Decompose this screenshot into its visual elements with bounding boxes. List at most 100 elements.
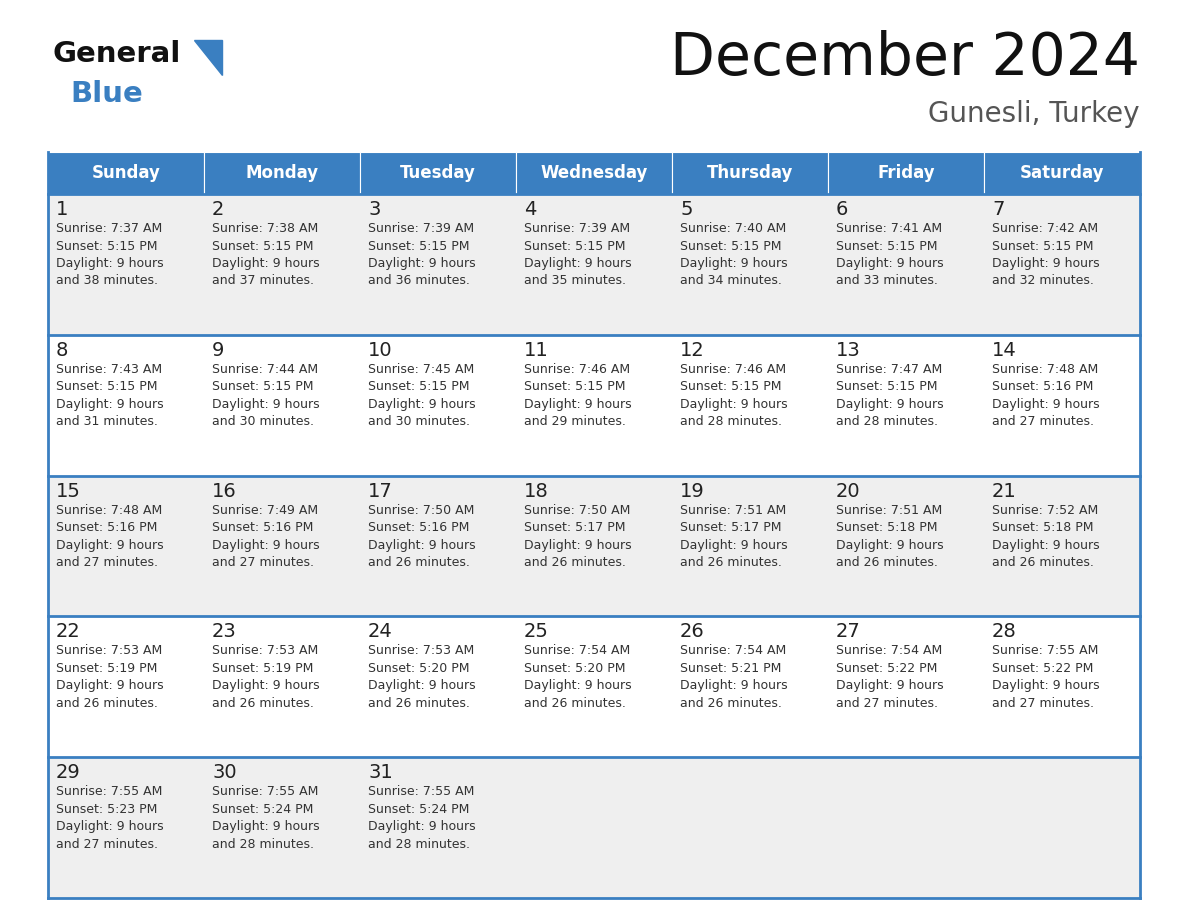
Bar — [984, 757, 1140, 898]
Bar — [984, 335, 1140, 476]
Text: Sunset: 5:15 PM: Sunset: 5:15 PM — [524, 240, 626, 252]
Bar — [672, 152, 828, 194]
Bar — [672, 194, 828, 335]
Text: Daylight: 9 hours: Daylight: 9 hours — [680, 397, 788, 410]
Text: 12: 12 — [680, 341, 704, 360]
Text: Thursday: Thursday — [707, 164, 794, 182]
Text: 9: 9 — [211, 341, 225, 360]
Bar — [828, 757, 984, 898]
Text: Sunrise: 7:44 AM: Sunrise: 7:44 AM — [211, 363, 318, 375]
Text: and 26 minutes.: and 26 minutes. — [211, 697, 314, 710]
Bar — [672, 335, 828, 476]
Text: Friday: Friday — [877, 164, 935, 182]
Text: 15: 15 — [56, 482, 81, 500]
Text: 14: 14 — [992, 341, 1017, 360]
Text: and 28 minutes.: and 28 minutes. — [836, 415, 939, 429]
Text: Sunset: 5:16 PM: Sunset: 5:16 PM — [992, 380, 1093, 393]
Text: 20: 20 — [836, 482, 860, 500]
Text: and 26 minutes.: and 26 minutes. — [368, 556, 470, 569]
Text: Sunrise: 7:52 AM: Sunrise: 7:52 AM — [992, 504, 1098, 517]
Text: and 28 minutes.: and 28 minutes. — [211, 838, 314, 851]
Text: and 26 minutes.: and 26 minutes. — [680, 556, 782, 569]
Text: Daylight: 9 hours: Daylight: 9 hours — [368, 679, 475, 692]
Text: 18: 18 — [524, 482, 549, 500]
Text: Sunrise: 7:51 AM: Sunrise: 7:51 AM — [680, 504, 786, 517]
Bar — [360, 152, 516, 194]
Text: Sunset: 5:15 PM: Sunset: 5:15 PM — [680, 240, 782, 252]
Bar — [828, 476, 984, 616]
Text: Sunset: 5:18 PM: Sunset: 5:18 PM — [992, 521, 1093, 534]
Bar — [360, 616, 516, 757]
Text: 19: 19 — [680, 482, 704, 500]
Text: Sunrise: 7:53 AM: Sunrise: 7:53 AM — [56, 644, 163, 657]
Text: and 31 minutes.: and 31 minutes. — [56, 415, 158, 429]
Text: and 27 minutes.: and 27 minutes. — [992, 415, 1094, 429]
Text: Sunset: 5:15 PM: Sunset: 5:15 PM — [211, 380, 314, 393]
Text: Sunset: 5:15 PM: Sunset: 5:15 PM — [992, 240, 1093, 252]
Bar — [828, 152, 984, 194]
Text: Sunrise: 7:48 AM: Sunrise: 7:48 AM — [992, 363, 1098, 375]
Bar — [48, 757, 204, 898]
Text: Sunrise: 7:55 AM: Sunrise: 7:55 AM — [368, 785, 474, 798]
Bar — [360, 335, 516, 476]
Text: Sunset: 5:22 PM: Sunset: 5:22 PM — [992, 662, 1093, 675]
Text: 23: 23 — [211, 622, 236, 642]
Text: Daylight: 9 hours: Daylight: 9 hours — [368, 257, 475, 270]
Bar — [48, 616, 204, 757]
Polygon shape — [194, 40, 222, 75]
Text: and 30 minutes.: and 30 minutes. — [368, 415, 470, 429]
Bar — [672, 757, 828, 898]
Text: Sunrise: 7:46 AM: Sunrise: 7:46 AM — [524, 363, 630, 375]
Text: Sunset: 5:15 PM: Sunset: 5:15 PM — [836, 380, 937, 393]
Text: Daylight: 9 hours: Daylight: 9 hours — [211, 539, 320, 552]
Text: Sunset: 5:19 PM: Sunset: 5:19 PM — [56, 662, 157, 675]
Text: Daylight: 9 hours: Daylight: 9 hours — [211, 257, 320, 270]
Text: Sunset: 5:15 PM: Sunset: 5:15 PM — [56, 240, 158, 252]
Text: 1: 1 — [56, 200, 69, 219]
Text: Sunset: 5:16 PM: Sunset: 5:16 PM — [211, 521, 314, 534]
Text: 31: 31 — [368, 763, 393, 782]
Text: Sunrise: 7:55 AM: Sunrise: 7:55 AM — [56, 785, 163, 798]
Text: Blue: Blue — [70, 80, 143, 108]
Bar — [672, 476, 828, 616]
Text: 30: 30 — [211, 763, 236, 782]
Text: Daylight: 9 hours: Daylight: 9 hours — [992, 539, 1100, 552]
Text: Sunrise: 7:53 AM: Sunrise: 7:53 AM — [368, 644, 474, 657]
Text: Daylight: 9 hours: Daylight: 9 hours — [524, 257, 632, 270]
Text: Sunset: 5:20 PM: Sunset: 5:20 PM — [524, 662, 626, 675]
Text: and 26 minutes.: and 26 minutes. — [680, 697, 782, 710]
Text: and 34 minutes.: and 34 minutes. — [680, 274, 782, 287]
Text: and 27 minutes.: and 27 minutes. — [211, 556, 314, 569]
Bar — [360, 757, 516, 898]
Text: 27: 27 — [836, 622, 861, 642]
Text: Daylight: 9 hours: Daylight: 9 hours — [56, 820, 164, 834]
Text: Sunset: 5:15 PM: Sunset: 5:15 PM — [524, 380, 626, 393]
Text: Saturday: Saturday — [1019, 164, 1105, 182]
Bar — [984, 616, 1140, 757]
Text: Sunrise: 7:50 AM: Sunrise: 7:50 AM — [368, 504, 474, 517]
Text: Sunrise: 7:46 AM: Sunrise: 7:46 AM — [680, 363, 786, 375]
Text: Daylight: 9 hours: Daylight: 9 hours — [56, 397, 164, 410]
Text: and 26 minutes.: and 26 minutes. — [56, 697, 158, 710]
Text: Sunset: 5:15 PM: Sunset: 5:15 PM — [368, 380, 469, 393]
Text: Sunset: 5:15 PM: Sunset: 5:15 PM — [368, 240, 469, 252]
Text: and 26 minutes.: and 26 minutes. — [524, 556, 626, 569]
Text: Sunday: Sunday — [91, 164, 160, 182]
Text: Daylight: 9 hours: Daylight: 9 hours — [836, 397, 943, 410]
Text: Sunrise: 7:51 AM: Sunrise: 7:51 AM — [836, 504, 942, 517]
Text: Sunrise: 7:45 AM: Sunrise: 7:45 AM — [368, 363, 474, 375]
Bar — [984, 476, 1140, 616]
Text: 16: 16 — [211, 482, 236, 500]
Text: Sunrise: 7:50 AM: Sunrise: 7:50 AM — [524, 504, 631, 517]
Text: 25: 25 — [524, 622, 549, 642]
Text: Sunset: 5:22 PM: Sunset: 5:22 PM — [836, 662, 937, 675]
Text: 11: 11 — [524, 341, 549, 360]
Bar — [516, 194, 672, 335]
Text: Sunrise: 7:38 AM: Sunrise: 7:38 AM — [211, 222, 318, 235]
Text: Daylight: 9 hours: Daylight: 9 hours — [56, 539, 164, 552]
Bar — [516, 476, 672, 616]
Text: 5: 5 — [680, 200, 693, 219]
Bar — [828, 616, 984, 757]
Text: Tuesday: Tuesday — [400, 164, 476, 182]
Text: and 26 minutes.: and 26 minutes. — [368, 697, 470, 710]
